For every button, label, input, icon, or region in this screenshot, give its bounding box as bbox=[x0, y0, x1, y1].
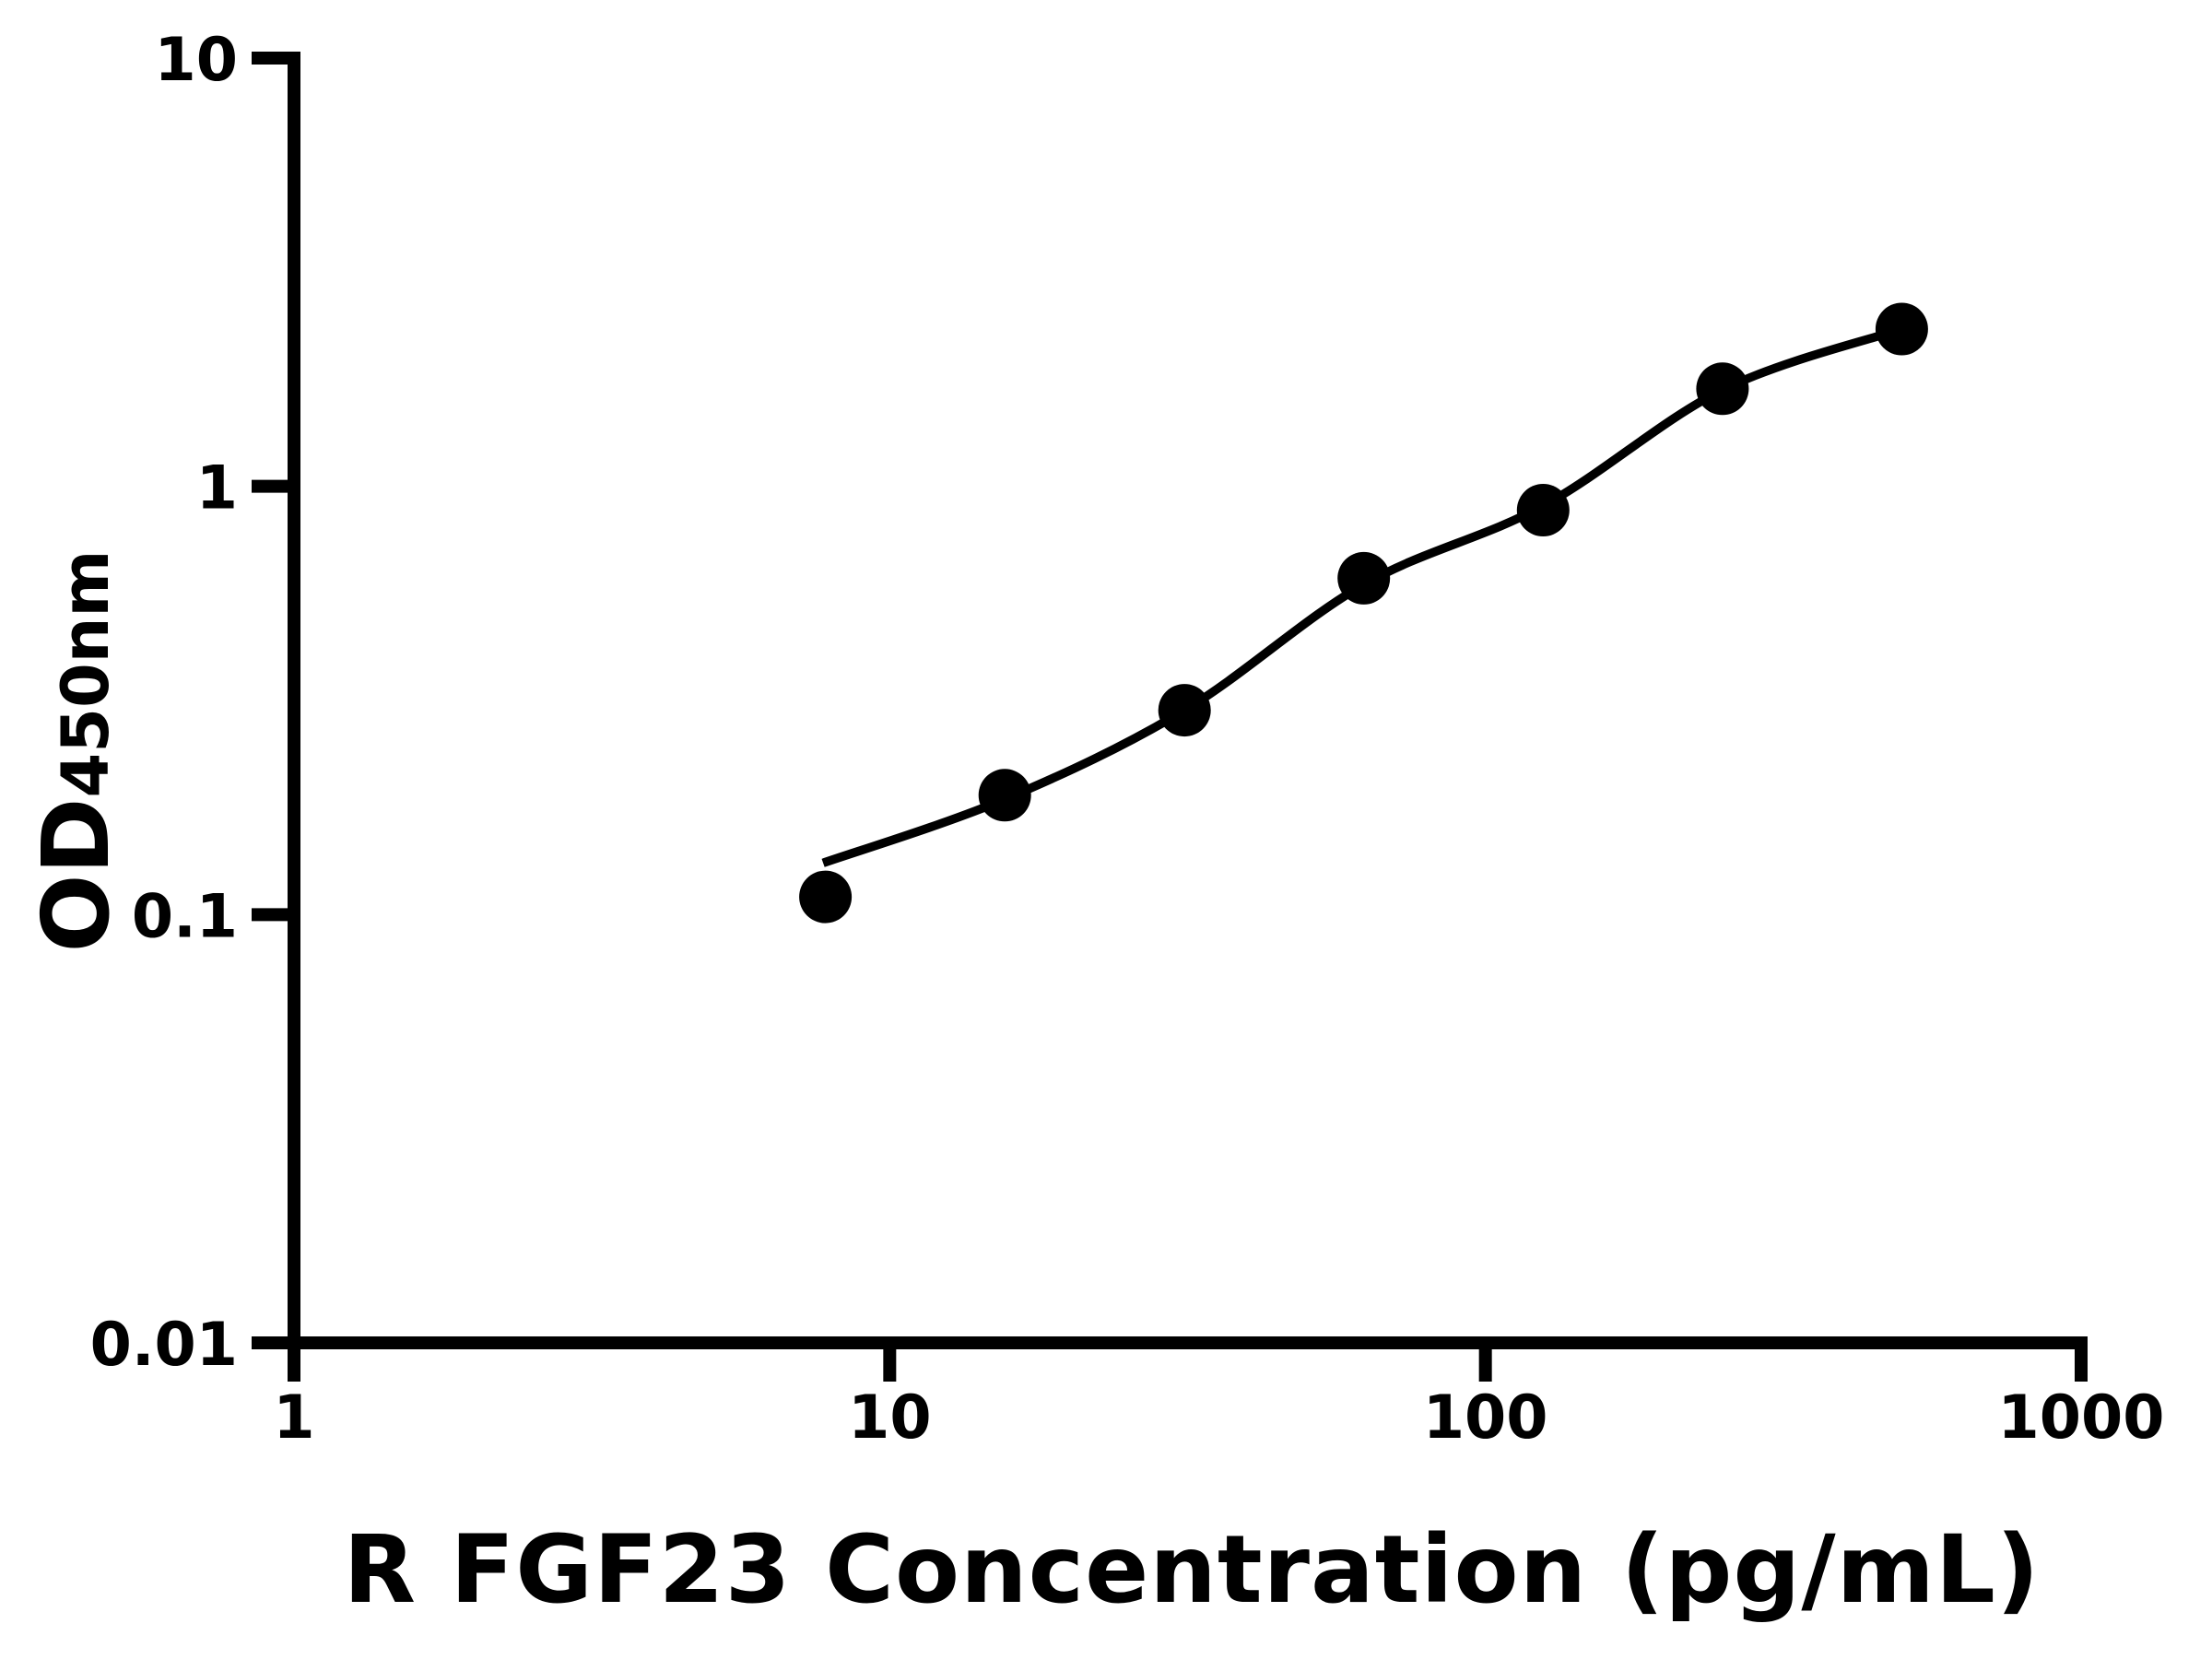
data-point bbox=[1696, 362, 1749, 416]
x-axis-title: R FGF23 Concentration (pg/mL) bbox=[344, 1515, 2041, 1625]
data-point bbox=[1158, 684, 1211, 737]
data-point bbox=[978, 769, 1031, 822]
x-axis-tick-label: 1000 bbox=[1998, 1383, 2165, 1453]
x-axis-tick-label: 100 bbox=[1423, 1383, 1548, 1453]
data-point bbox=[1875, 302, 1928, 356]
x-axis-tick-label: 1 bbox=[273, 1383, 314, 1453]
x-axis-tick-label: 10 bbox=[848, 1383, 931, 1453]
y-axis-tick-label: 0.01 bbox=[90, 1311, 238, 1380]
y-axis-title: OD450nm bbox=[22, 550, 130, 953]
y-axis-tick-label: 1 bbox=[196, 454, 238, 524]
y-axis-title-subscript: 450nm bbox=[48, 550, 124, 798]
y-axis-title-main: OD bbox=[22, 797, 130, 952]
axis-ticks bbox=[252, 51, 2088, 1382]
y-axis-tick-label: 0.1 bbox=[132, 882, 238, 951]
y-axis-tick-label: 10 bbox=[155, 26, 238, 95]
data-point bbox=[1337, 551, 1391, 605]
data-point bbox=[1516, 484, 1570, 536]
axis-tick-labels: 10 1 0.1 0.01 1 10 100 1000 bbox=[90, 26, 2165, 1453]
plot-area bbox=[799, 302, 1928, 924]
data-point bbox=[799, 870, 853, 924]
axes bbox=[288, 51, 2088, 1349]
